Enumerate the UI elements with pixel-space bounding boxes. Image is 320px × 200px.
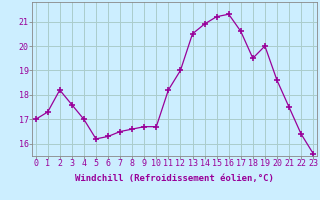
X-axis label: Windchill (Refroidissement éolien,°C): Windchill (Refroidissement éolien,°C) [75,174,274,183]
